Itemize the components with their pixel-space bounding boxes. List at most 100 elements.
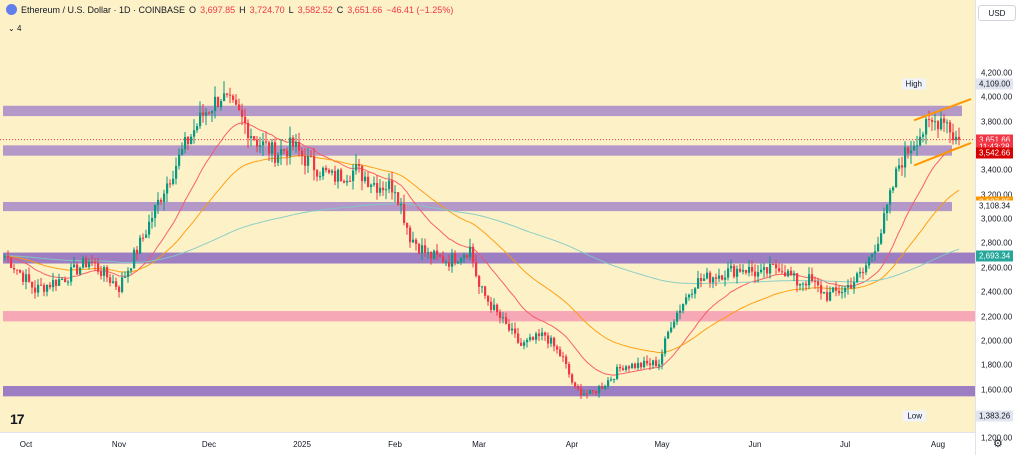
currency-button[interactable]: USD	[978, 5, 1016, 21]
candle-body	[787, 270, 790, 277]
candle-body	[37, 284, 40, 293]
candle-body	[34, 287, 37, 293]
chart-pane[interactable]: Ethereum / U.S. Dollar · 1D · COINBASE O…	[0, 0, 975, 432]
candle-body	[535, 333, 538, 340]
price-axis[interactable]: 4,200.004,000.003,800.003,600.003,400.00…	[975, 0, 1024, 455]
candle-body	[655, 360, 658, 367]
chart-canvas[interactable]	[0, 0, 975, 432]
candle-body	[856, 273, 859, 283]
candle-body	[820, 285, 823, 294]
candle-body	[562, 356, 565, 358]
candle-body	[208, 112, 211, 114]
candle-body	[757, 272, 760, 277]
candle-body	[406, 222, 409, 228]
price-tag: 1,383.26	[976, 410, 1014, 422]
price-tag: 11:43:28	[976, 141, 1013, 153]
candle-body	[214, 96, 217, 111]
candle-body	[814, 280, 817, 282]
candle-body	[613, 378, 616, 380]
candle-body	[601, 386, 604, 389]
close-value: 3,651.66	[347, 4, 383, 15]
candle-body	[76, 264, 79, 275]
time-axis[interactable]: Oct Nov Dec 2025 Feb Mar Apr May Jun Jul Aug	[0, 432, 975, 455]
candle-body	[466, 254, 469, 258]
price-tick-label: 2,400.00	[981, 287, 1013, 297]
candle-body	[769, 263, 772, 274]
candle-body	[883, 213, 886, 234]
candle-body	[181, 149, 184, 155]
price-tick-label: 4,000.00	[981, 92, 1013, 102]
candle-body	[472, 246, 475, 263]
zone-band	[3, 105, 962, 117]
change-value: −46.41 (−1.25%)	[386, 4, 454, 15]
candle-body	[796, 273, 799, 286]
candle-body	[16, 269, 19, 271]
zone-band	[3, 385, 975, 397]
price-tick-label: 4,200.00	[981, 68, 1013, 78]
candle-body	[490, 301, 493, 310]
candle-body	[685, 297, 688, 304]
price-tick-label: 2,200.00	[981, 312, 1013, 322]
candle-body	[676, 312, 679, 322]
high-value: 3,724.70	[249, 4, 285, 15]
candle-body	[625, 366, 628, 370]
candle-body	[694, 288, 697, 294]
price-tick-label: 3,400.00	[981, 165, 1013, 175]
candle-body	[175, 165, 178, 179]
candle-body	[850, 284, 853, 289]
candle-body	[430, 252, 433, 259]
candle-body	[448, 261, 451, 267]
price-tick-label: 3,200.00	[981, 190, 1013, 200]
candle-body	[136, 249, 139, 254]
candle-body	[523, 342, 526, 346]
candle-body	[124, 276, 127, 278]
candle-body	[619, 366, 622, 369]
candle-body	[118, 286, 121, 292]
candle-body	[445, 261, 448, 263]
candle-body	[553, 337, 556, 347]
candle-body	[397, 192, 400, 205]
candle-body	[439, 254, 442, 257]
candle-body	[958, 136, 961, 140]
candle-body	[259, 145, 262, 147]
candle-body	[298, 141, 301, 151]
candle-body	[511, 328, 514, 331]
candle-body	[43, 285, 46, 292]
candle-body	[583, 393, 586, 396]
low-label: L	[288, 4, 294, 15]
candle-body	[952, 132, 955, 141]
candle-body	[88, 261, 91, 268]
candle-body	[112, 281, 115, 283]
candle-body	[616, 366, 619, 379]
candle-body	[334, 170, 337, 182]
candle-body	[610, 379, 613, 381]
indicators-toggle[interactable]: ⌄ 4	[8, 24, 22, 33]
candle-body	[229, 94, 232, 96]
candle-body	[52, 280, 55, 288]
candle-body	[151, 218, 154, 222]
candle-body	[544, 332, 547, 336]
time-tick-label: May	[654, 440, 670, 449]
candle-body	[478, 276, 481, 287]
candle-body	[238, 104, 241, 111]
candle-body	[505, 317, 508, 324]
candle-body	[193, 130, 196, 137]
candle-body	[496, 304, 499, 313]
candle-body	[886, 204, 889, 214]
candle-body	[649, 363, 652, 366]
candle-body	[325, 167, 328, 171]
candle-body	[835, 287, 838, 291]
candle-body	[634, 363, 637, 368]
candle-body	[463, 254, 466, 259]
candle-body	[565, 356, 568, 365]
symbol-title[interactable]: Ethereum / U.S. Dollar · 1D · COINBASE	[21, 4, 186, 15]
candle-body	[25, 274, 28, 282]
candle-body	[946, 122, 949, 124]
candle-body	[265, 141, 268, 143]
price-tick-label: 3,000.00	[981, 214, 1013, 224]
candle-body	[190, 136, 193, 145]
tradingview-logo[interactable]: 17	[10, 411, 25, 427]
low-value: 3,582.52	[297, 4, 333, 15]
settings-gear-icon[interactable]: ⚙	[993, 438, 1003, 450]
candle-body	[250, 136, 253, 139]
